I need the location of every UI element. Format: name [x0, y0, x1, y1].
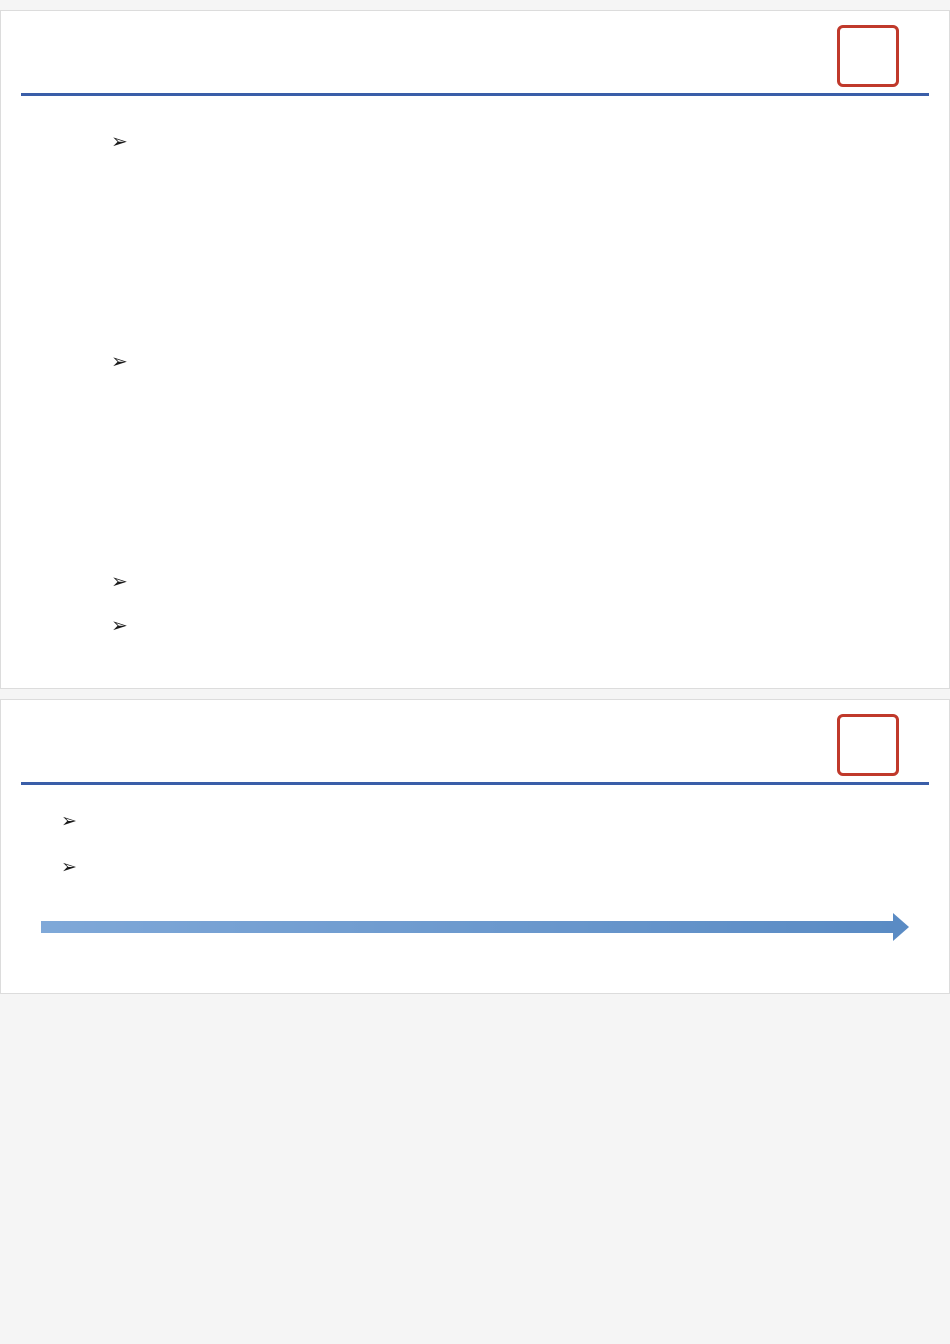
stamp-logo [837, 714, 899, 776]
slide-header [21, 11, 929, 96]
toc-body [1, 96, 949, 688]
slide-body [1, 785, 949, 907]
bullet-arrow-icon [61, 849, 87, 887]
toc-item [111, 604, 869, 648]
bullet-arrow-icon [61, 803, 87, 841]
toc-item [111, 340, 869, 384]
toc-subitem [171, 164, 869, 208]
bullet-item [61, 849, 899, 887]
toc-subitem [171, 208, 869, 252]
toc-item [111, 560, 869, 604]
slide-intro [0, 699, 950, 994]
timeline-axis [41, 913, 909, 939]
stamp-logo [837, 25, 899, 87]
toc-subitem [171, 296, 869, 340]
bullet-item [61, 803, 899, 841]
toc-subitem [171, 428, 869, 472]
toc-subitem [171, 384, 869, 428]
toc-subitem [171, 516, 869, 560]
slide-header [21, 700, 929, 785]
toc-subitem [171, 472, 869, 516]
slide-toc [0, 10, 950, 689]
timeline-figure [1, 913, 949, 993]
toc-subitem [171, 252, 869, 296]
toc-item [111, 120, 869, 164]
arrow-head-icon [893, 913, 909, 941]
